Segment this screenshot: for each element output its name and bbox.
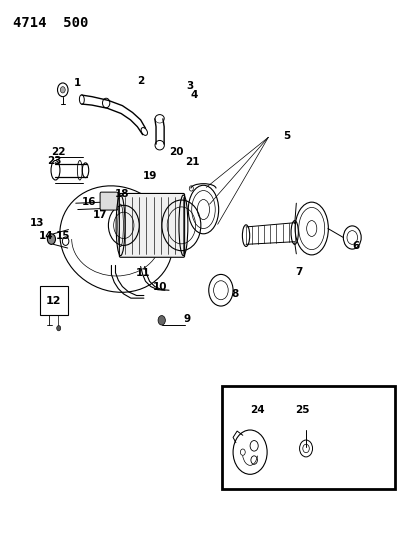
Text: 21: 21 [185, 157, 200, 167]
Text: 20: 20 [169, 147, 184, 157]
Text: 18: 18 [115, 189, 129, 199]
Text: 11: 11 [135, 268, 150, 278]
Text: 4: 4 [190, 90, 198, 100]
Text: 9: 9 [184, 314, 191, 324]
FancyBboxPatch shape [100, 192, 118, 210]
Bar [40, 286, 68, 315]
Text: 2: 2 [137, 76, 144, 86]
Ellipse shape [60, 186, 173, 292]
Text: 14: 14 [39, 231, 54, 241]
Text: 16: 16 [81, 197, 96, 207]
Text: 6: 6 [352, 241, 359, 252]
Text: 25: 25 [295, 405, 309, 415]
FancyBboxPatch shape [119, 193, 185, 257]
Text: 13: 13 [30, 218, 44, 228]
Text: 12: 12 [46, 295, 62, 305]
Bar [222, 386, 395, 489]
Text: 17: 17 [93, 210, 107, 220]
Text: 15: 15 [55, 231, 70, 241]
Circle shape [60, 87, 65, 93]
Text: 5: 5 [283, 131, 290, 141]
Circle shape [47, 234, 55, 244]
Text: 4714  500: 4714 500 [13, 16, 88, 30]
Text: 1: 1 [74, 78, 81, 88]
Text: 22: 22 [51, 147, 66, 157]
Text: 10: 10 [153, 281, 167, 292]
Text: 8: 8 [231, 289, 238, 299]
Circle shape [57, 326, 61, 331]
Text: 23: 23 [47, 156, 62, 166]
Text: 3: 3 [187, 81, 194, 91]
Circle shape [158, 316, 165, 325]
Text: 19: 19 [142, 171, 157, 181]
Text: 24: 24 [250, 405, 265, 415]
Text: 7: 7 [295, 267, 302, 277]
